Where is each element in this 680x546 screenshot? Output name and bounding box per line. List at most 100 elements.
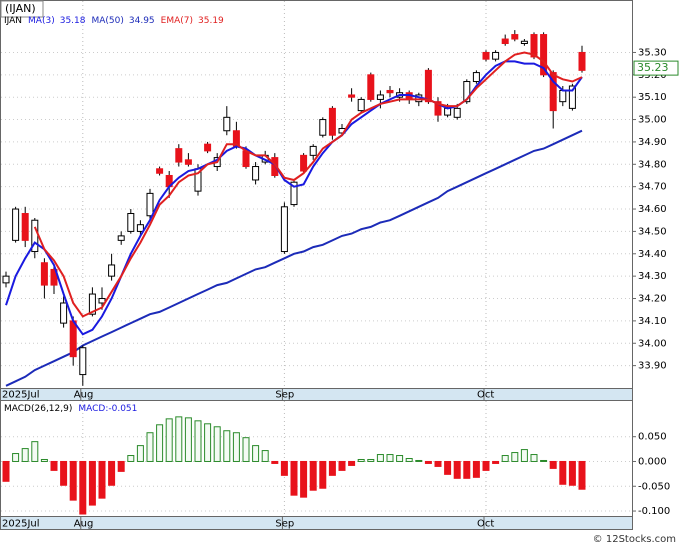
macd-bar (12, 453, 20, 462)
candle-body (127, 213, 135, 232)
macd-bar (69, 460, 77, 501)
macd-bar (367, 458, 375, 462)
macd-bar (405, 458, 413, 462)
macd-bar (434, 460, 442, 467)
candle-body (319, 119, 327, 136)
macd-bar (223, 430, 231, 462)
candle-body (559, 89, 567, 103)
macd-bar (232, 432, 240, 462)
macd-bar (501, 455, 509, 462)
candle-body (252, 166, 260, 181)
candle-body (117, 235, 125, 241)
macd-bar (165, 418, 173, 462)
candle-body (280, 206, 288, 253)
macd-bar (376, 454, 384, 462)
macd-bar (386, 454, 394, 462)
last-price-box (633, 60, 679, 76)
macd-bar (540, 459, 548, 462)
x-tick-label: Sep (275, 390, 294, 401)
macd-bar (60, 460, 68, 486)
candle-body (472, 72, 480, 83)
footer: © 12Stocks.com (593, 534, 676, 545)
macd-bar (40, 458, 48, 462)
candle-body (357, 98, 365, 112)
candle-body (309, 145, 317, 156)
macd-bar (79, 460, 87, 515)
candle-body (108, 264, 116, 277)
candle-body (50, 268, 58, 286)
y-tick-label: 0.050 (638, 432, 667, 443)
candle-body (79, 347, 87, 376)
macd-bar (280, 460, 288, 476)
last-price-label: 35.23 (637, 61, 669, 74)
x-tick-label: Aug (74, 519, 94, 530)
candle-body (136, 224, 144, 232)
candle-body (223, 116, 231, 132)
y-tick-label: 34.90 (638, 137, 667, 148)
ma-line (33, 51, 583, 318)
candle-body (511, 34, 519, 40)
macd-bar (357, 458, 365, 462)
candle-body (290, 181, 298, 206)
macd-bar (242, 437, 250, 462)
ma-line (5, 129, 583, 387)
x-tick-label: Oct (477, 519, 494, 530)
macd-bar (136, 445, 144, 462)
macd-bar (444, 460, 452, 475)
macd-bar (338, 460, 346, 471)
ma-line (5, 60, 583, 336)
macd-bar (549, 460, 557, 469)
macd-bar (156, 424, 164, 462)
legend-name: MA(50) (91, 16, 123, 26)
macd-bar (31, 441, 39, 462)
macd-bar (108, 460, 116, 486)
candle-body (434, 101, 442, 116)
macd-bar (559, 460, 567, 485)
candle-body (501, 38, 509, 45)
candle-body (175, 148, 183, 163)
macd-bar (271, 460, 279, 464)
candle-body (328, 107, 336, 136)
legend-name: EMA(7) (161, 16, 193, 26)
legend-name: MACD: (78, 404, 108, 414)
macd-bar (348, 460, 356, 466)
legend-symbol: IJAN (4, 16, 22, 26)
macd-bar (530, 454, 538, 462)
macd-bar (146, 432, 154, 462)
y-tick-label: 34.40 (638, 249, 667, 260)
candle-body (60, 302, 68, 324)
macd-bar (2, 460, 10, 482)
y-tick-label: -0.050 (638, 481, 670, 492)
macd-bar (127, 455, 135, 462)
macd-bar (213, 426, 221, 462)
candle-body (549, 72, 557, 112)
macd-bar (194, 420, 202, 462)
macd-bar (578, 460, 586, 490)
macd-bar (453, 460, 461, 479)
legend: MACD(26,12,9) MACD:-0.051 (4, 404, 137, 414)
macd-bar (415, 459, 423, 462)
x-tick-label: Aug (74, 390, 94, 401)
macd-bar (261, 450, 269, 462)
candle-body (184, 159, 192, 165)
macd-bar (175, 416, 183, 462)
candle-body (348, 94, 356, 98)
y-tick-label: 34.60 (638, 204, 667, 215)
macd-bar (492, 460, 500, 464)
legend-title: MACD(26,12,9) (4, 404, 72, 414)
candle-body (386, 89, 394, 94)
chart-title: (IJAN) (5, 2, 36, 15)
macd-bar (511, 452, 519, 462)
macd-bar (424, 460, 432, 464)
macd-bar (396, 455, 404, 462)
macd-bar (300, 460, 308, 498)
macd-bar (98, 460, 106, 499)
candle-body (424, 69, 432, 103)
macd-bar (328, 460, 336, 476)
y-tick-label: 35.30 (638, 47, 667, 58)
y-tick-label: 34.80 (638, 159, 667, 170)
macd-bar (482, 460, 490, 471)
candle-body (88, 293, 96, 315)
y-tick-label: -0.100 (638, 506, 670, 517)
